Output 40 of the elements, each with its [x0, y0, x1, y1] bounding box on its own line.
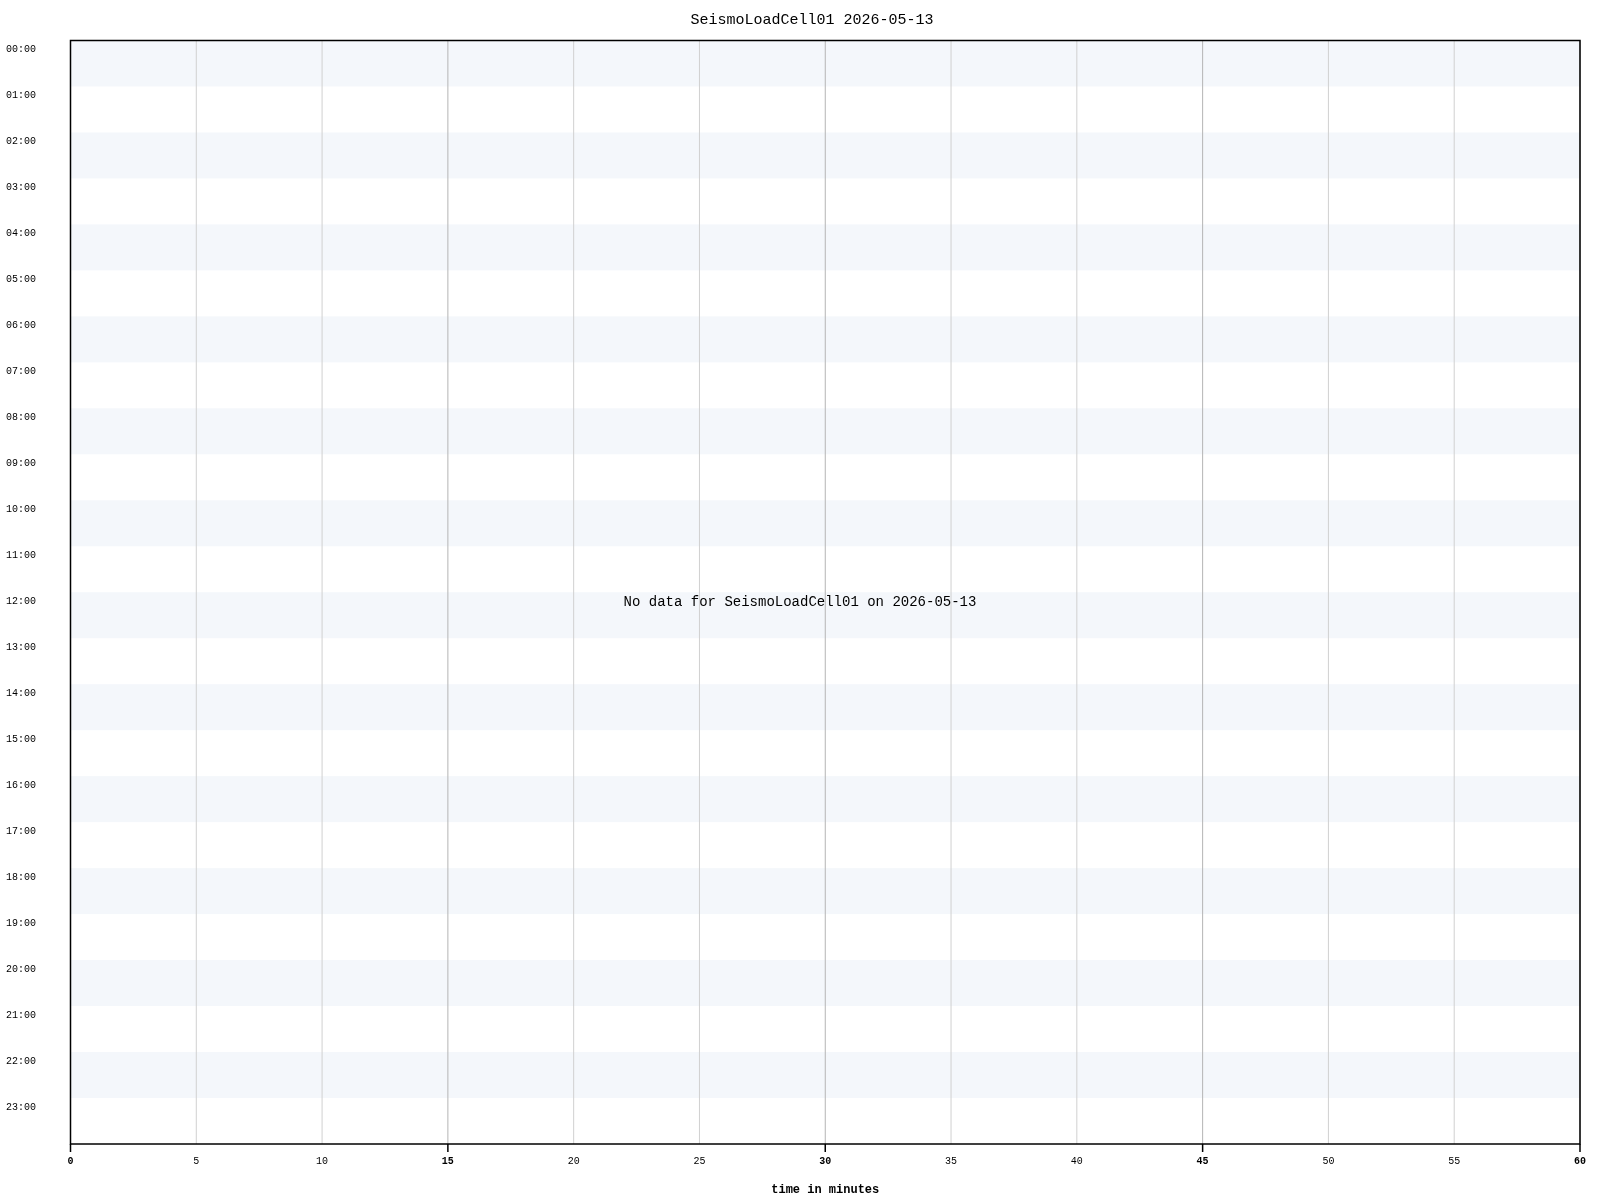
y-tick-label: 04:00	[5, 228, 36, 240]
x-tick-label: 20	[567, 1155, 580, 1167]
x-tick-label: 40	[1070, 1155, 1083, 1167]
y-tick-label: 06:00	[5, 320, 36, 332]
y-tick-label: 16:00	[5, 779, 36, 791]
x-tick-label: 5	[193, 1155, 200, 1167]
y-tick-label: 09:00	[5, 458, 36, 470]
x-tick-label: 45	[1196, 1155, 1209, 1167]
x-axis-title: time in minutes	[771, 1183, 880, 1197]
y-tick-label: 05:00	[5, 274, 36, 286]
y-tick-label: 13:00	[5, 641, 36, 653]
x-tick-label: 0	[67, 1155, 74, 1167]
x-tick-label: 15	[441, 1155, 454, 1167]
y-tick-label: 23:00	[5, 1101, 36, 1113]
y-tick-label: 08:00	[5, 412, 36, 424]
y-tick-label: 11:00	[5, 549, 36, 561]
annotation: No data for SeismoLoadCell01 on 2026-05-13	[623, 594, 977, 611]
x-tick-label: 10	[316, 1155, 329, 1167]
x-tick-label: 30	[819, 1155, 832, 1167]
y-tick-label: 17:00	[5, 825, 36, 837]
x-tick-label: 35	[945, 1155, 958, 1167]
y-tick-label: 18:00	[5, 871, 36, 883]
y-tick-label: 03:00	[5, 182, 36, 194]
y-tick-label: 02:00	[5, 136, 36, 148]
y-tick-label: 21:00	[5, 1009, 36, 1021]
y-tick-label: 15:00	[5, 733, 36, 745]
y-tick-label: 00:00	[5, 44, 36, 56]
y-tick-label: 19:00	[5, 917, 36, 929]
x-tick-label: 55	[1448, 1155, 1461, 1167]
y-tick-label: 20:00	[5, 963, 36, 975]
y-tick-label: 10:00	[5, 503, 36, 515]
chart-title: SeismoLoadCell01 2026-05-13	[690, 11, 934, 29]
x-tick-label: 50	[1322, 1155, 1335, 1167]
x-tick-label: 25	[693, 1155, 706, 1167]
x-tick-label: 60	[1573, 1155, 1587, 1167]
y-tick-label: 22:00	[5, 1055, 36, 1067]
y-tick-label: 12:00	[5, 595, 36, 607]
y-tick-label: 14:00	[5, 687, 36, 699]
y-tick-label: 07:00	[5, 366, 36, 378]
y-tick-label: 01:00	[5, 90, 36, 102]
